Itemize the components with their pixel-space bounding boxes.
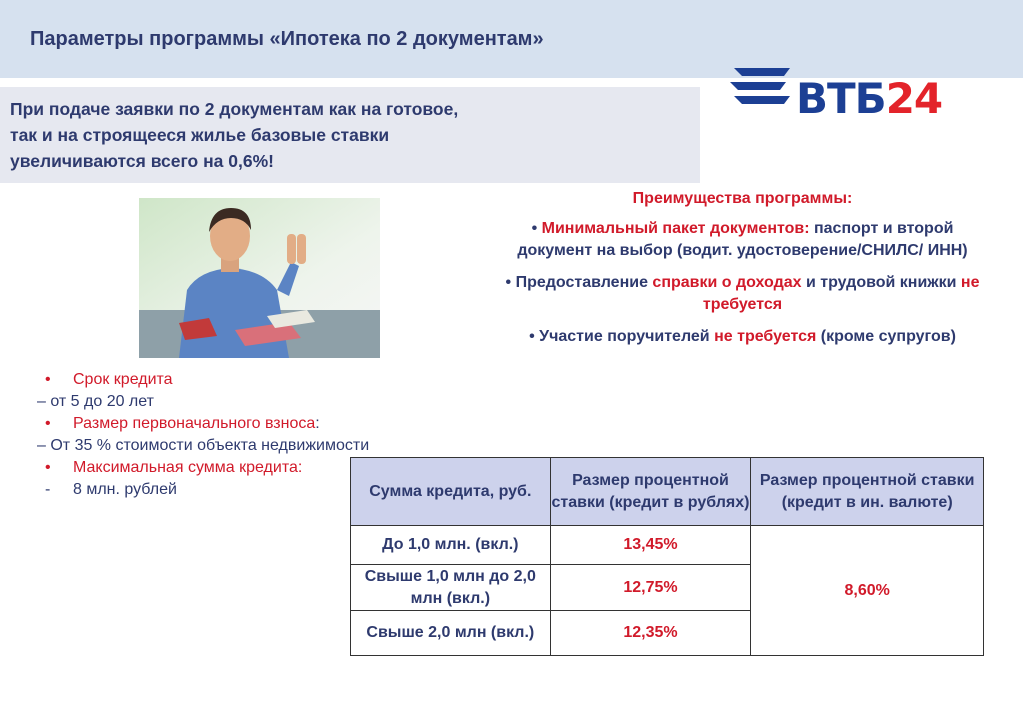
table-row: Свыше 1,0 млн до 2,0 млн (вкл.) 12,75% xyxy=(350,564,984,611)
bullet: • xyxy=(45,371,51,388)
cell-rub-rate: 13,45% xyxy=(549,525,752,565)
bullet: • xyxy=(529,328,535,345)
header-band xyxy=(0,0,1023,78)
advantages-title: Преимущества программы: xyxy=(632,190,853,207)
vtb-wing-icon xyxy=(730,68,790,104)
advantage-item-income: • Предоставление справки о доходах и тру… xyxy=(495,272,990,316)
param-term-label: • Срок кредита xyxy=(45,369,465,391)
cell-amount: До 1,0 млн. (вкл.) xyxy=(350,525,551,565)
logo-vtb: ВТБ xyxy=(796,74,887,123)
loan-parameters: • Срок кредита – от 5 до 20 лет • Размер… xyxy=(37,369,465,501)
cell-rub-rate: 12,75% xyxy=(549,564,752,611)
cell-amount: Свыше 1,0 млн до 2,0 млн (вкл.) xyxy=(350,564,551,611)
advantage-text: паспорт и второй документ на выбор (води… xyxy=(517,220,968,259)
advantage-item-guarantors: • Участие поручителей не требуется (кром… xyxy=(495,326,990,348)
intro-box xyxy=(0,87,700,183)
advantage-text: Участие поручителей xyxy=(539,328,715,345)
advantage-text: и трудовой книжки xyxy=(801,274,961,291)
param-label: Размер первоначального взноса xyxy=(73,415,316,432)
cell-rub-rate: 12,35% xyxy=(549,610,752,656)
bullet: • xyxy=(45,459,51,476)
customer-photo xyxy=(139,198,380,358)
param-term-value: – от 5 до 20 лет xyxy=(37,393,154,410)
bullet: • xyxy=(45,415,51,432)
advantage-highlight: не требуется xyxy=(714,328,817,345)
param-maxsum-value: - 8 млн. рублей xyxy=(45,479,465,501)
param-label: Срок кредита xyxy=(73,371,173,388)
param-label-suffix: : xyxy=(315,415,320,432)
table-row: Свыше 2,0 млн (вкл.) 12,35% xyxy=(350,610,984,656)
bullet: • xyxy=(531,220,538,237)
cell-amount: Свыше 2,0 млн (вкл.) xyxy=(350,610,551,656)
param-label: Максимальная сумма кредита: xyxy=(73,459,303,476)
advantage-highlight: не требуется xyxy=(702,274,980,313)
advantage-item-documents: • Минимальный пакет документов: паспорт … xyxy=(495,218,990,262)
rates-table: Сумма кредита, руб. Размер процентной ст… xyxy=(350,457,984,656)
intro-text: При подаче заявки по 2 документам как на… xyxy=(10,96,690,174)
param-value: 8 млн. рублей xyxy=(73,481,177,498)
bullet: • xyxy=(505,274,512,291)
advantage-highlight: Минимальный пакет документов: xyxy=(541,220,810,237)
param-downpayment-label: • Размер первоначального взноса: xyxy=(45,413,465,435)
intro-line: При подаче заявки по 2 документам как на… xyxy=(10,99,459,119)
advantage-highlight: справки о доходах xyxy=(652,274,802,291)
col-header-amount: Сумма кредита, руб. xyxy=(350,457,551,526)
advantages-block: Преимущества программы: • Минимальный па… xyxy=(495,190,990,358)
param-maxsum-label: • Максимальная сумма кредита: xyxy=(45,457,465,479)
advantage-text: Предоставление xyxy=(515,274,653,291)
intro-line: увеличиваются всего на 0,6%! xyxy=(10,151,274,171)
page-title: Параметры программы «Ипотека по 2 докуме… xyxy=(30,28,544,50)
col-header-fx-rate: Размер процентной ставки (кредит в ин. в… xyxy=(750,457,984,526)
logo-wordmark: ВТБ24 xyxy=(796,74,943,123)
advantage-text: (кроме супругов) xyxy=(816,328,956,345)
table-row: До 1,0 млн. (вкл.) 13,45% 8,60% xyxy=(350,525,984,656)
logo-24: 24 xyxy=(885,74,943,123)
vtb24-logo xyxy=(728,58,968,122)
table-header-row: Сумма кредита, руб. Размер процентной ст… xyxy=(350,457,984,526)
param-downpayment-value: – От 35 % стоимости объекта недвижимости xyxy=(37,437,370,454)
col-header-rub-rate: Размер процентной ставки (кредит в рубля… xyxy=(549,457,752,526)
intro-line: так и на строящееся жилье базовые ставки xyxy=(10,125,390,145)
dash: - xyxy=(45,481,51,498)
cell-fx-rate: 8,60% xyxy=(750,525,984,656)
